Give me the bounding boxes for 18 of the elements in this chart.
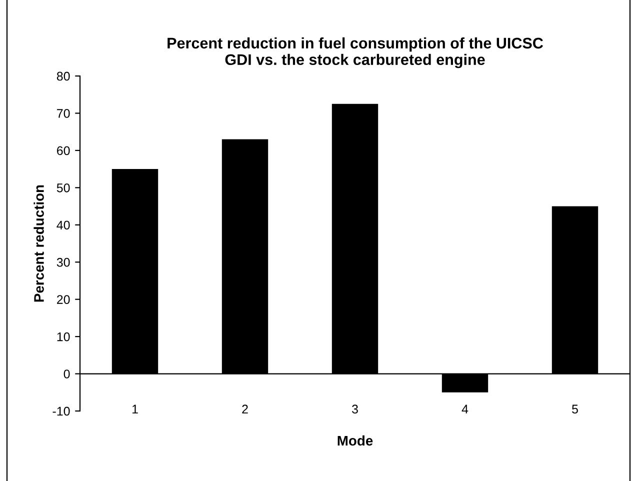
x-axis-title: Mode (338, 435, 373, 446)
y-tick-label: 40 (56, 220, 70, 230)
y-tick-label: 50 (56, 183, 70, 192)
y-tick-label: -10 (52, 406, 70, 416)
y-tick-label: 70 (57, 109, 70, 118)
x-tick-label: 1 (132, 404, 138, 414)
y-axis-title: Percent reduction (34, 185, 44, 302)
chart-title: Percent reduction in fuel consumption of the UICSC GDI vs. the stock carbureted engine (168, 37, 544, 68)
y-tick-label: 80 (56, 72, 70, 81)
x-tick-label: 5 (572, 404, 578, 414)
x-tick-label: 2 (242, 404, 248, 414)
y-tick-label: 60 (57, 146, 70, 156)
y-tick-label: 10 (57, 332, 70, 342)
y-tick-label: 20 (57, 295, 70, 304)
x-tick-label: 4 (462, 404, 468, 414)
y-tick-label: 30 (56, 258, 70, 267)
x-tick-label: 3 (352, 404, 358, 414)
y-tick-label: 0 (64, 370, 70, 378)
